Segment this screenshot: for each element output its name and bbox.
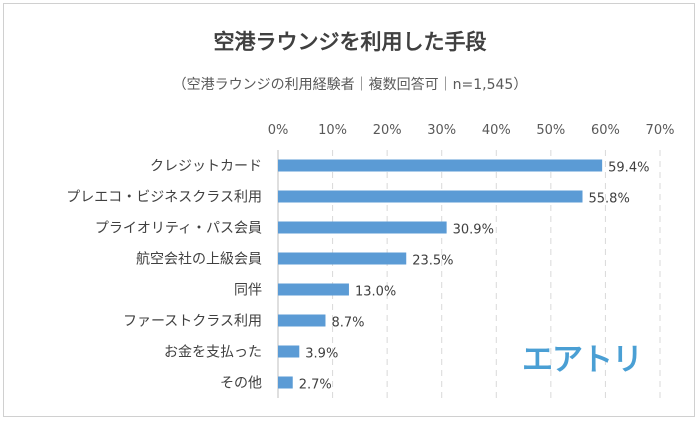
data-label: 3.9% (305, 347, 338, 362)
data-label: 23.5% (412, 254, 453, 269)
category-label: プレエコ・ビジネスクラス利用 (66, 190, 262, 206)
bar (278, 345, 300, 358)
bar (278, 159, 603, 172)
x-tick-label: 0% (268, 123, 289, 138)
bar (278, 376, 293, 389)
category-label: プライオリティ・パス会員 (95, 221, 262, 237)
x-tick-label: 50% (536, 123, 565, 138)
chart-title: 空港ラウンジを利用した手段 (213, 30, 487, 54)
data-label: 30.9% (453, 223, 494, 238)
airtrip-logo: エアトリ (522, 342, 643, 378)
data-label: 55.8% (589, 192, 630, 207)
bar (278, 221, 447, 234)
category-label: ファーストクラス利用 (123, 314, 262, 330)
x-tick-label: 60% (591, 123, 620, 138)
category-label: 同伴 (234, 283, 262, 299)
data-label: 59.4% (608, 161, 649, 176)
bar (278, 283, 349, 296)
category-label: 航空会社の上級会員 (136, 252, 262, 268)
data-label: 13.0% (355, 285, 396, 300)
x-tick-label: 30% (427, 123, 456, 138)
data-label: 8.7% (331, 316, 364, 331)
x-tick-label: 70% (646, 123, 675, 138)
bar (278, 314, 326, 327)
chart-frame (3, 3, 695, 417)
x-tick-label: 40% (482, 123, 511, 138)
x-tick-label: 10% (318, 123, 347, 138)
bar (278, 252, 407, 265)
x-tick-label: 20% (373, 123, 402, 138)
category-label: クレジットカード (150, 159, 262, 175)
chart-subtitle: （空港ラウンジの利用経験者｜複数回答可｜n=1,545） (172, 77, 528, 93)
bar (278, 190, 583, 203)
data-label: 2.7% (299, 378, 332, 393)
category-label: その他 (220, 376, 262, 392)
category-label: お金を支払った (164, 345, 262, 361)
